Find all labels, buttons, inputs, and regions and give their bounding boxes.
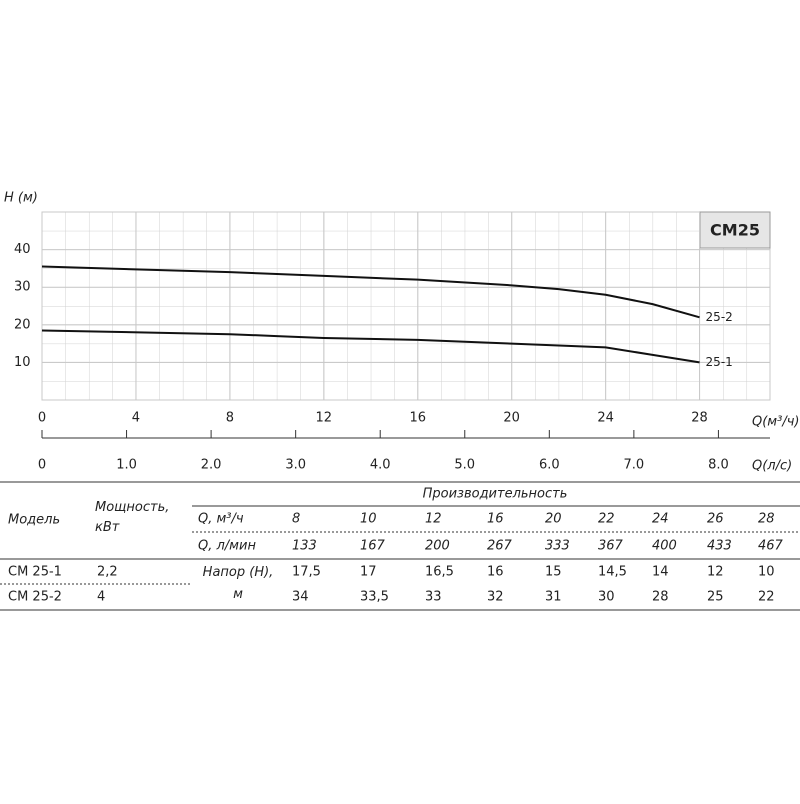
- cell: 15: [545, 565, 562, 580]
- cell: 28: [758, 512, 775, 527]
- cell: 26: [707, 512, 724, 527]
- x2-tick-label: 5.0: [454, 458, 475, 473]
- series-label: 25-1: [706, 355, 733, 369]
- cell: 20: [545, 512, 562, 527]
- cell: 14,5: [598, 565, 627, 580]
- cell: 31: [545, 590, 562, 605]
- x2-tick-label: 1.0: [116, 458, 137, 473]
- cell: 24: [652, 512, 669, 527]
- cell: 14: [652, 565, 669, 580]
- model: CM 25-1: [8, 565, 62, 580]
- cell: 267: [487, 539, 513, 554]
- x2-tick-label: 8.0: [708, 458, 729, 473]
- cell: 17,5: [292, 565, 321, 580]
- cell: 433: [707, 539, 732, 554]
- badge-box: [699, 211, 771, 249]
- cell: 12: [707, 565, 724, 580]
- x2-tick-label: 0: [38, 458, 46, 473]
- cell: 16,5: [425, 565, 454, 580]
- row-label: Напор (Н), м: [202, 565, 274, 602]
- cell: 22: [758, 590, 775, 605]
- power: 4: [97, 590, 105, 605]
- y-tick-label: 30: [14, 280, 31, 295]
- cell: 28: [652, 590, 669, 605]
- series-label: 25-2: [706, 310, 733, 324]
- row-label: Q, л/мин: [198, 539, 256, 554]
- cell: 333: [545, 539, 570, 554]
- x-tick-label: 8: [226, 411, 234, 426]
- header: Производительность: [423, 487, 568, 502]
- cell: 16: [487, 512, 504, 527]
- curve: [41, 329, 700, 364]
- spec-table: Модель Мощность, кВт Производительность …: [0, 481, 800, 611]
- badge: CM25: [710, 221, 760, 240]
- header: Модель: [8, 513, 60, 528]
- x-tick-label: 0: [38, 411, 46, 426]
- cell: 10: [758, 565, 775, 580]
- cell: 34: [292, 590, 309, 605]
- x-tick-label: 20: [503, 411, 520, 426]
- x-tick-label: 4: [132, 411, 140, 426]
- header-wrap: Мощность, кВт: [95, 500, 170, 535]
- y-tick-label: 40: [14, 242, 31, 257]
- x2-tick-label: 2.0: [201, 458, 222, 473]
- cell: 30: [598, 590, 615, 605]
- cell: 12: [425, 512, 442, 527]
- model: CM 25-2: [8, 590, 62, 605]
- x-tick-label: 12: [316, 411, 333, 426]
- cell: 22: [598, 512, 615, 527]
- plot-area: [41, 211, 771, 401]
- cell: 8: [292, 512, 300, 527]
- x2-axis-label: Q(л/с): [752, 459, 792, 474]
- y-tick-label: 10: [14, 355, 31, 370]
- cell: 467: [758, 539, 784, 554]
- cell: 33,5: [360, 590, 389, 605]
- y-tick-label: 20: [14, 317, 31, 332]
- cell: 400: [652, 539, 677, 554]
- curve: [41, 265, 700, 319]
- cell: 200: [425, 539, 450, 554]
- x-axis-label: Q(м³/ч): [752, 415, 799, 430]
- power: 2,2: [97, 565, 118, 580]
- x2-tick-label: 3.0: [285, 458, 306, 473]
- x2-tick-label: 7.0: [624, 458, 645, 473]
- x-tick-label: 24: [597, 411, 614, 426]
- cell: 17: [360, 565, 377, 580]
- cell: 16: [487, 565, 504, 580]
- cell: 167: [360, 539, 386, 554]
- cell: 25: [707, 590, 724, 605]
- x-tick-label: 16: [409, 411, 426, 426]
- cell: 32: [487, 590, 504, 605]
- header: Мощность, кВт: [95, 500, 170, 535]
- x2-tick-label: 4.0: [370, 458, 391, 473]
- y-axis-label: H (м): [4, 191, 38, 206]
- row-label: Q, м³/ч: [198, 512, 244, 527]
- cell: 367: [598, 539, 624, 554]
- x2-tick-label: 6.0: [539, 458, 560, 473]
- cell: 133: [292, 539, 317, 554]
- head-wrap: Напор (Н), м: [202, 565, 274, 602]
- cell: 10: [360, 512, 377, 527]
- cell: 33: [425, 590, 442, 605]
- x-tick-label: 28: [691, 411, 708, 426]
